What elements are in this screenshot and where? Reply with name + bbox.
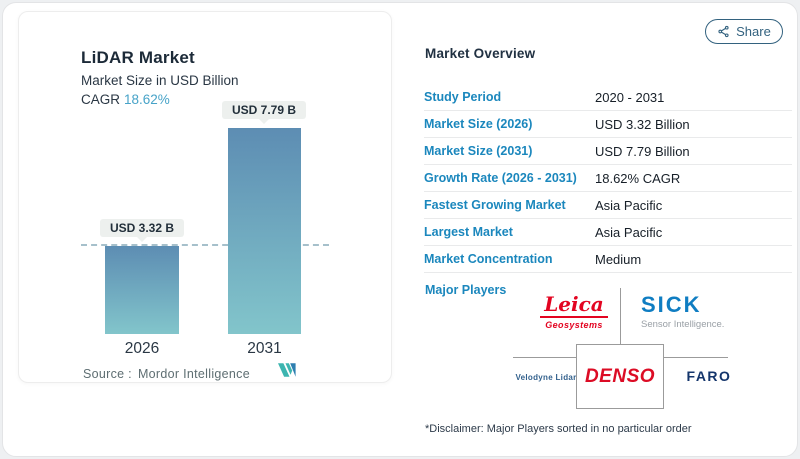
share-icon — [717, 25, 730, 38]
chart-cagr-line: CAGR 18.62% — [81, 92, 170, 107]
table-row-study-period: Study Period 2020 - 2031 — [424, 84, 792, 111]
row-value: USD 7.79 Billion — [595, 143, 690, 159]
faro-logo: FARO — [686, 368, 732, 384]
row-value: Asia Pacific — [595, 224, 663, 240]
cagr-value: 18.62% — [124, 92, 170, 107]
bar-2026 — [105, 246, 179, 334]
market-size-chart-card: LiDAR Market Market Size in USD Billion … — [18, 11, 392, 383]
denso-logo-box: DENSO — [576, 344, 664, 409]
sick-wordmark: SICK — [641, 292, 702, 317]
row-label: Market Concentration — [424, 252, 553, 266]
row-value: Medium — [595, 251, 642, 267]
share-button-label: Share — [736, 24, 771, 39]
table-row-growth-rate: Growth Rate (2026 - 2031) 18.62% CAGR — [424, 165, 792, 192]
row-value: Asia Pacific — [595, 197, 663, 213]
row-value: 2020 - 2031 — [595, 89, 665, 105]
logo-grid-vertical-divider — [620, 288, 621, 344]
mordor-intelligence-logo-icon — [278, 363, 301, 382]
bar-value-tag-2026: USD 3.32 B — [99, 219, 185, 237]
leica-geosystems-logo: Leica Geosystems — [528, 294, 620, 330]
table-row-market-size-2026: Market Size (2026) USD 3.32 Billion — [424, 111, 792, 138]
logo-grid-horizontal-divider-right — [664, 357, 728, 358]
bar-2031 — [228, 128, 301, 334]
sick-logo: SICK Sensor Intelligence. — [641, 292, 725, 331]
row-label: Largest Market — [424, 225, 513, 239]
share-button[interactable]: Share — [705, 19, 783, 44]
source-label: Source : — [83, 367, 132, 381]
row-label: Study Period — [424, 90, 502, 104]
disclaimer-text: *Disclaimer: Major Players sorted in no … — [425, 423, 692, 435]
velodyne-lidar-logo: Velodyne Lidar — [515, 373, 577, 382]
table-row-market-size-2031: Market Size (2031) USD 7.79 Billion — [424, 138, 792, 165]
source-value: Mordor Intelligence — [137, 367, 250, 381]
row-label: Growth Rate (2026 - 2031) — [424, 171, 577, 185]
cagr-label: CAGR — [81, 92, 121, 107]
chart-subtitle: Market Size in USD Billion — [81, 73, 239, 88]
x-axis-label-2026: 2026 — [124, 340, 160, 357]
logo-grid-horizontal-divider-left — [513, 357, 576, 358]
overview-table: Study Period 2020 - 2031 Market Size (20… — [424, 84, 792, 273]
denso-wordmark: DENSO — [584, 365, 656, 387]
table-row-market-concentration: Market Concentration Medium — [424, 246, 792, 273]
reference-dashed-line — [81, 244, 329, 246]
row-label: Fastest Growing Market — [424, 198, 566, 212]
overview-heading: Market Overview — [425, 46, 536, 61]
row-label: Market Size (2031) — [424, 144, 533, 158]
row-value: USD 3.32 Billion — [595, 116, 690, 132]
major-players-label: Major Players — [425, 283, 507, 297]
sick-tagline: Sensor Intelligence. — [641, 319, 725, 330]
x-axis-label-2031: 2031 — [247, 340, 282, 357]
leica-wordmark: Leica — [540, 294, 608, 318]
row-value: 18.62% CAGR — [595, 170, 681, 186]
chart-title: LiDAR Market — [81, 48, 195, 67]
bar-value-tag-2031: USD 7.79 B — [221, 101, 307, 119]
leica-sub-wordmark: Geosystems — [545, 320, 603, 330]
row-label: Market Size (2026) — [424, 117, 533, 131]
table-row-largest-market: Largest Market Asia Pacific — [424, 219, 792, 246]
table-row-fastest-growing-market: Fastest Growing Market Asia Pacific — [424, 192, 792, 219]
chart-source: Source : Mordor Intelligence — [83, 367, 250, 381]
